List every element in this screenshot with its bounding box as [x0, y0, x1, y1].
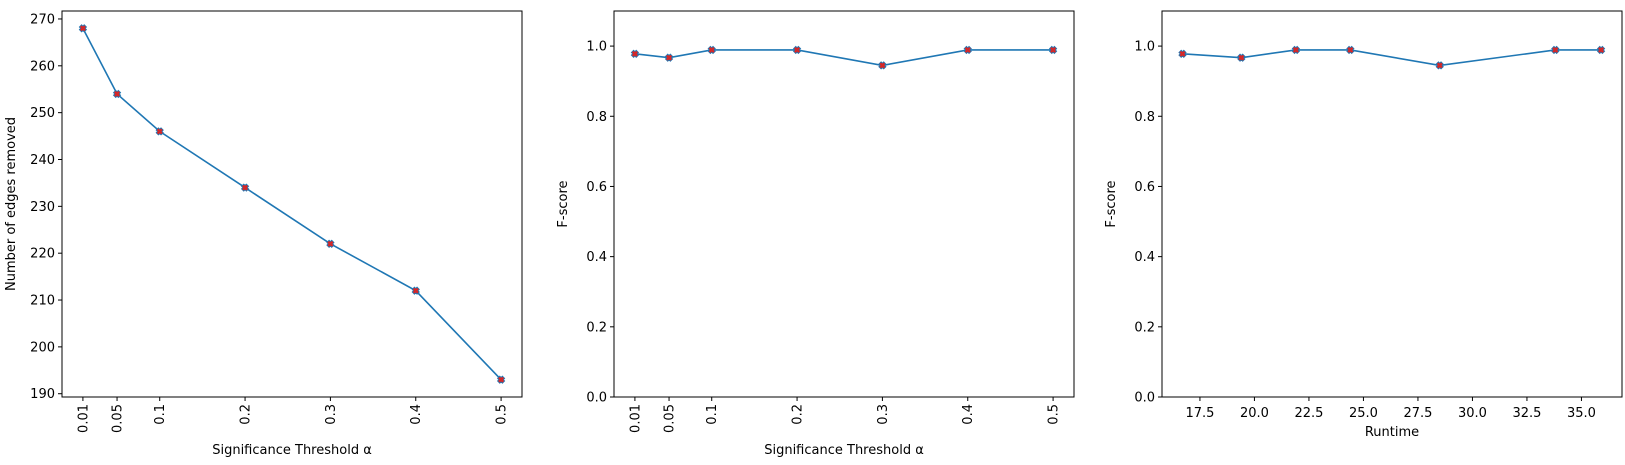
- data-point-marker: [1237, 53, 1246, 62]
- y-tick-label: 0.0: [1134, 391, 1155, 406]
- x-tick-label: 25.0: [1349, 406, 1378, 421]
- x-tick-label: 35.0: [1567, 406, 1596, 421]
- data-point-marker: [878, 61, 887, 70]
- y-tick-label: 0.2: [586, 320, 607, 335]
- y-tick-label: 1.0: [586, 40, 607, 55]
- y-tick-label: 260: [30, 59, 55, 74]
- data-point-marker: [240, 183, 250, 192]
- x-tick-label: 0.5: [495, 404, 510, 425]
- data-point-marker: [664, 53, 674, 62]
- subplot-edges-removed-vs-threshold: 190 200 210 220 230 240 250 260 270 0.01 0.05 0.1 0.…: [4, 10, 523, 458]
- data-point-marker: [1048, 45, 1058, 55]
- x-axis-label: Significance Threshold α: [212, 443, 372, 458]
- x-tick-label: 0.1: [153, 404, 168, 425]
- x-tick-label: 0.01: [76, 404, 91, 433]
- series-line: [634, 49, 1054, 67]
- data-point-marker: [1435, 61, 1444, 70]
- y-axis-label: F-score: [556, 180, 571, 227]
- y-tick-label: 200: [30, 340, 55, 355]
- y-tick-label: 1.0: [1134, 40, 1155, 55]
- x-axis-label: Runtime: [1365, 425, 1419, 440]
- x-tick-label: 0.3: [876, 404, 891, 425]
- y-tick-label: 230: [30, 200, 55, 215]
- y-tick-label: 0.0: [586, 391, 607, 406]
- axes-frame: [613, 10, 1075, 398]
- data-point-marker: [963, 45, 972, 55]
- series-line: [82, 27, 502, 381]
- axes-frame: [61, 10, 523, 398]
- y-tick-label: 250: [30, 106, 55, 121]
- x-tick-label: 0.3: [324, 404, 339, 425]
- y-tick-label: 0.8: [586, 110, 607, 125]
- y-tick-label: 0.8: [1134, 110, 1155, 125]
- x-tick-label: 32.5: [1512, 406, 1541, 421]
- data-point-marker: [1596, 45, 1606, 55]
- subplot-fscore-vs-threshold: 0.0 0.2 0.4 0.6 0.8 1.0 0.01 0.05 0.1 0.2 0.3 0.4 0.…: [556, 10, 1075, 458]
- data-point-marker: [707, 45, 716, 55]
- x-tick-label: 22.5: [1294, 406, 1323, 421]
- x-tick-label: 0.05: [663, 404, 678, 433]
- x-axis-label: Significance Threshold α: [764, 443, 924, 458]
- subplot-fscore-vs-runtime: 0.0 0.2 0.4 0.6 0.8 1.0 17.5 20.0 22.5 25.0 27.5 30…: [1104, 10, 1623, 440]
- y-tick-label: 220: [30, 247, 55, 262]
- x-tick-label: 0.5: [1047, 404, 1062, 425]
- series-line: [1182, 49, 1602, 67]
- data-point-marker: [1551, 45, 1560, 55]
- data-point-marker: [792, 45, 802, 55]
- y-tick-label: 210: [30, 294, 55, 309]
- x-tick-label: 0.4: [961, 404, 976, 425]
- y-tick-label: 0.6: [586, 180, 607, 195]
- y-tick-label: 270: [30, 12, 55, 27]
- data-point-marker: [78, 24, 88, 33]
- x-tick-label: 0.05: [111, 404, 126, 433]
- data-point-marker: [496, 375, 506, 384]
- data-point-marker: [630, 49, 640, 58]
- y-tick-label: 0.6: [1134, 180, 1155, 195]
- x-tick-label: 0.01: [628, 404, 643, 433]
- data-point-marker: [112, 89, 122, 99]
- y-tick-label: 0.4: [586, 250, 607, 265]
- axes-frame: [1161, 10, 1623, 398]
- x-tick-label: 0.2: [791, 404, 806, 425]
- data-point-marker: [155, 127, 164, 136]
- x-tick-label: 0.4: [409, 404, 424, 425]
- data-point-marker: [326, 239, 335, 248]
- data-point-marker: [1346, 45, 1355, 55]
- y-tick-label: 0.4: [1134, 250, 1155, 265]
- data-point-marker: [1291, 45, 1301, 55]
- y-tick-label: 0.2: [1134, 320, 1155, 335]
- x-tick-label: 30.0: [1458, 406, 1487, 421]
- x-tick-label: 20.0: [1240, 406, 1269, 421]
- data-point-marker: [411, 286, 420, 295]
- y-tick-label: 240: [30, 153, 55, 168]
- y-tick-label: 190: [30, 387, 55, 402]
- x-tick-label: 0.1: [705, 404, 720, 425]
- y-axis-label: Number of edges removed: [4, 117, 19, 291]
- data-point-marker: [1178, 49, 1187, 58]
- x-tick-label: 17.5: [1185, 406, 1214, 421]
- x-tick-label: 27.5: [1403, 406, 1432, 421]
- x-tick-label: 0.2: [239, 404, 254, 425]
- y-axis-label: F-score: [1104, 180, 1119, 227]
